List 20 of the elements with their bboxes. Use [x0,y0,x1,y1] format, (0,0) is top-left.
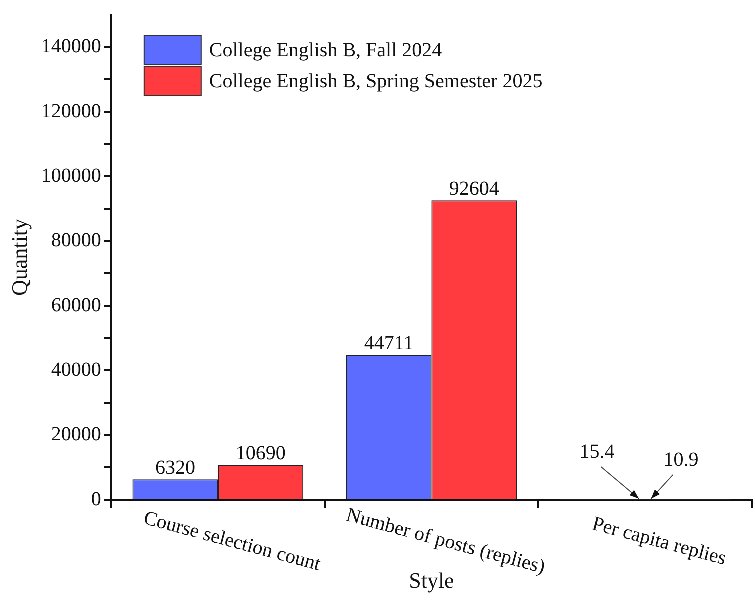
legend-label: College English B, Fall 2024 [209,39,442,62]
data-label: 44711 [364,332,414,355]
data-label: 92604 [449,178,500,200]
data-label: 15.4 [580,441,615,464]
y-tick-label: 60000 [51,294,102,316]
y-tick-label: 0 [91,488,102,510]
data-label: 6320 [155,456,196,479]
data-label: 10.9 [664,449,699,472]
y-tick-label: 80000 [51,230,102,252]
data-label: 10690 [236,442,286,465]
y-tick-label: 40000 [51,358,102,381]
legend-label: College English B, Spring Semester 2025 [209,70,543,92]
y-axis-title: Quantity [6,219,32,296]
y-tick-label: 100000 [41,164,102,187]
y-tick-label: 140000 [41,36,102,58]
x-tick-label: Course selection count [142,507,324,576]
x-axis-title: Style [409,568,454,593]
y-tick-label: 20000 [51,424,102,446]
x-tick-label: Per capita replies [590,512,729,570]
y-tick-label: 120000 [41,100,102,122]
